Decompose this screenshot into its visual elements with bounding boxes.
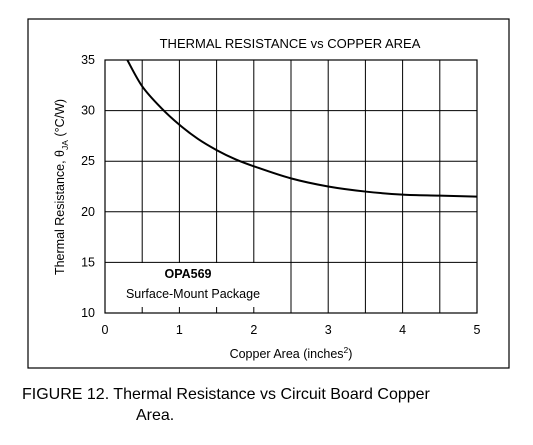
- y-tick-label: 10: [81, 306, 95, 320]
- caption-text-line2: Area.: [136, 407, 175, 424]
- annotation-package: Surface-Mount Package: [126, 287, 260, 301]
- caption-label: FIGURE 12.: [22, 386, 110, 403]
- annotation-box: [111, 263, 273, 307]
- series-line: [126, 59, 478, 198]
- y-tick-label: 15: [81, 255, 95, 269]
- x-tick-label: 2: [250, 323, 257, 337]
- y-tick-label: 25: [81, 154, 95, 168]
- y-tick-label: 35: [81, 53, 95, 67]
- x-tick-label: 3: [325, 323, 332, 337]
- y-axis-ticks: 10 15 20 25 30 35: [81, 53, 95, 320]
- figure-caption: FIGURE 12. Thermal Resistance vs Circuit…: [22, 384, 508, 426]
- x-tick-label: 0: [102, 323, 109, 337]
- caption-text-line1: Thermal Resistance vs Circuit Board Copp…: [113, 386, 430, 403]
- chart-frame: [27, 18, 510, 369]
- x-tick-label: 4: [399, 323, 406, 337]
- x-tick-label: 5: [474, 323, 481, 337]
- chart-title: THERMAL RESISTANCE vs COPPER AREA: [160, 36, 421, 51]
- x-tick-label: 1: [176, 323, 183, 337]
- y-tick-label: 30: [81, 104, 95, 118]
- y-axis-label: Thermal Resistance, θJA (°C/W): [53, 99, 70, 275]
- y-tick-label: 20: [81, 205, 95, 219]
- plot-area: [104, 59, 478, 314]
- x-axis-label: Copper Area (inches2): [230, 345, 353, 361]
- x-axis-ticks: 0 1 2 3 4 5: [102, 323, 481, 337]
- annotation-model: OPA569: [164, 267, 211, 281]
- series-group: [126, 59, 478, 198]
